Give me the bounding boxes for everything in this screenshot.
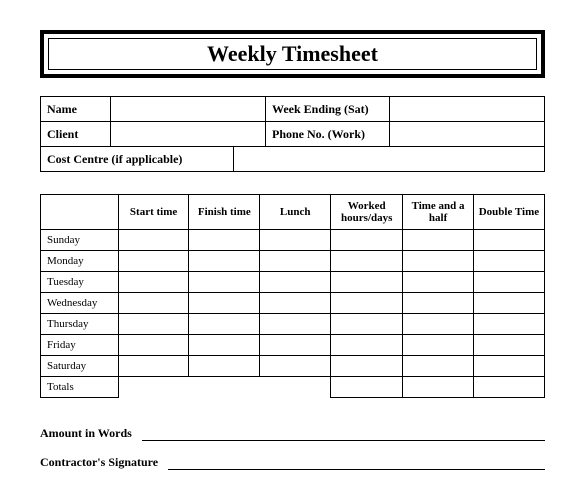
- title-inner: Weekly Timesheet: [48, 38, 537, 70]
- day-monday: Monday: [41, 251, 119, 272]
- cell[interactable]: [260, 314, 331, 335]
- cell[interactable]: [260, 356, 331, 377]
- totals-worked[interactable]: [331, 377, 403, 398]
- phone-value[interactable]: [389, 122, 544, 147]
- name-label: Name: [41, 97, 111, 122]
- col-lunch: Lunch: [260, 195, 331, 230]
- col-start: Start time: [118, 195, 189, 230]
- cell[interactable]: [331, 293, 403, 314]
- cell[interactable]: [118, 314, 189, 335]
- signature-label: Contractor's Signature: [40, 455, 158, 470]
- signature-line[interactable]: [168, 455, 545, 470]
- cost-centre-table: Cost Centre (if applicable): [40, 146, 545, 172]
- totals-label: Totals: [41, 377, 119, 398]
- cell[interactable]: [403, 293, 474, 314]
- table-row: Friday: [41, 335, 545, 356]
- col-worked: Worked hours/days: [331, 195, 403, 230]
- cell[interactable]: [331, 335, 403, 356]
- cell[interactable]: [189, 335, 260, 356]
- cell[interactable]: [260, 272, 331, 293]
- cell[interactable]: [118, 356, 189, 377]
- col-blank: [41, 195, 119, 230]
- cell[interactable]: [403, 230, 474, 251]
- client-label: Client: [41, 122, 111, 147]
- cell[interactable]: [331, 272, 403, 293]
- timesheet-page: Weekly Timesheet Name Week Ending (Sat) …: [0, 0, 585, 504]
- cell-blank: [189, 377, 260, 398]
- day-saturday: Saturday: [41, 356, 119, 377]
- amount-row: Amount in Words: [40, 426, 545, 441]
- cell[interactable]: [403, 251, 474, 272]
- amount-label: Amount in Words: [40, 426, 132, 441]
- cell[interactable]: [260, 230, 331, 251]
- cell[interactable]: [118, 335, 189, 356]
- table-row: Sunday: [41, 230, 545, 251]
- cell[interactable]: [260, 251, 331, 272]
- day-sunday: Sunday: [41, 230, 119, 251]
- time-table: Start time Finish time Lunch Worked hour…: [40, 194, 545, 398]
- col-double: Double Time: [473, 195, 544, 230]
- phone-label: Phone No. (Work): [265, 122, 389, 147]
- cell[interactable]: [331, 230, 403, 251]
- cell[interactable]: [189, 272, 260, 293]
- cell-blank: [260, 377, 331, 398]
- day-friday: Friday: [41, 335, 119, 356]
- title-box: Weekly Timesheet: [40, 30, 545, 78]
- col-timehalf: Time and a half: [403, 195, 474, 230]
- cell[interactable]: [260, 293, 331, 314]
- table-row: Thursday: [41, 314, 545, 335]
- cell[interactable]: [473, 293, 544, 314]
- cell[interactable]: [473, 230, 544, 251]
- cell[interactable]: [118, 251, 189, 272]
- table-row: Monday: [41, 251, 545, 272]
- cell[interactable]: [473, 314, 544, 335]
- totals-row: Totals: [41, 377, 545, 398]
- cell[interactable]: [403, 335, 474, 356]
- cell[interactable]: [473, 251, 544, 272]
- cell[interactable]: [473, 356, 544, 377]
- cell[interactable]: [331, 356, 403, 377]
- cell[interactable]: [189, 356, 260, 377]
- page-title: Weekly Timesheet: [49, 41, 536, 67]
- amount-line[interactable]: [142, 426, 545, 441]
- totals-timehalf[interactable]: [403, 377, 474, 398]
- cell-blank: [118, 377, 189, 398]
- cell[interactable]: [403, 314, 474, 335]
- totals-double[interactable]: [473, 377, 544, 398]
- col-finish: Finish time: [189, 195, 260, 230]
- cell[interactable]: [331, 251, 403, 272]
- cell[interactable]: [473, 272, 544, 293]
- info-table: Name Week Ending (Sat) Client Phone No. …: [40, 96, 545, 147]
- cell[interactable]: [118, 230, 189, 251]
- cell[interactable]: [118, 272, 189, 293]
- cell[interactable]: [118, 293, 189, 314]
- table-row: Saturday: [41, 356, 545, 377]
- week-ending-value[interactable]: [389, 97, 544, 122]
- cell[interactable]: [189, 251, 260, 272]
- client-value[interactable]: [110, 122, 265, 147]
- name-value[interactable]: [110, 97, 265, 122]
- cell[interactable]: [189, 314, 260, 335]
- table-row: Wednesday: [41, 293, 545, 314]
- day-tuesday: Tuesday: [41, 272, 119, 293]
- cell[interactable]: [331, 314, 403, 335]
- signature-row: Contractor's Signature: [40, 455, 545, 470]
- cell[interactable]: [189, 230, 260, 251]
- cell[interactable]: [189, 293, 260, 314]
- day-wednesday: Wednesday: [41, 293, 119, 314]
- cell[interactable]: [403, 272, 474, 293]
- day-thursday: Thursday: [41, 314, 119, 335]
- cell[interactable]: [403, 356, 474, 377]
- cell[interactable]: [473, 335, 544, 356]
- time-table-header: Start time Finish time Lunch Worked hour…: [41, 195, 545, 230]
- week-ending-label: Week Ending (Sat): [265, 97, 389, 122]
- cell[interactable]: [260, 335, 331, 356]
- table-row: Tuesday: [41, 272, 545, 293]
- cost-centre-value[interactable]: [234, 147, 545, 172]
- cost-centre-label: Cost Centre (if applicable): [41, 147, 234, 172]
